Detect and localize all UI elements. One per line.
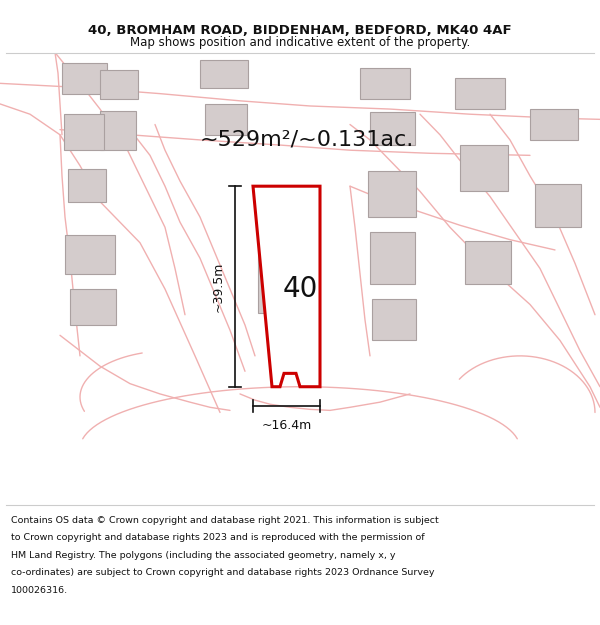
Bar: [64, 114, 104, 150]
Bar: [530, 109, 578, 140]
Bar: [372, 299, 416, 341]
Bar: [455, 78, 505, 109]
Bar: [62, 62, 107, 94]
Bar: [370, 112, 415, 145]
Text: Map shows position and indicative extent of the property.: Map shows position and indicative extent…: [130, 36, 470, 49]
Bar: [465, 241, 511, 284]
Bar: [100, 111, 136, 150]
Text: HM Land Registry. The polygons (including the associated geometry, namely x, y: HM Land Registry. The polygons (includin…: [11, 551, 395, 559]
Text: co-ordinates) are subject to Crown copyright and database rights 2023 Ordnance S: co-ordinates) are subject to Crown copyr…: [11, 568, 434, 577]
Text: Contains OS data © Crown copyright and database right 2021. This information is : Contains OS data © Crown copyright and d…: [11, 516, 439, 524]
Text: 100026316.: 100026316.: [11, 586, 68, 594]
Bar: [258, 236, 308, 312]
Bar: [535, 184, 581, 228]
Text: 40: 40: [283, 275, 317, 303]
Bar: [360, 68, 410, 99]
Bar: [70, 289, 116, 325]
Bar: [368, 171, 416, 217]
Bar: [65, 234, 115, 274]
Text: 40, BROMHAM ROAD, BIDDENHAM, BEDFORD, MK40 4AF: 40, BROMHAM ROAD, BIDDENHAM, BEDFORD, MK…: [88, 24, 512, 36]
Text: ~16.4m: ~16.4m: [262, 419, 311, 432]
Bar: [100, 70, 138, 99]
Text: to Crown copyright and database rights 2023 and is reproduced with the permissio: to Crown copyright and database rights 2…: [11, 533, 424, 542]
Bar: [68, 169, 106, 202]
Bar: [370, 232, 415, 284]
Bar: [200, 60, 248, 89]
Text: ~529m²/~0.131ac.: ~529m²/~0.131ac.: [200, 130, 414, 150]
Bar: [460, 145, 508, 191]
Bar: [205, 104, 247, 135]
Text: ~39.5m: ~39.5m: [212, 261, 225, 312]
Polygon shape: [253, 186, 320, 387]
